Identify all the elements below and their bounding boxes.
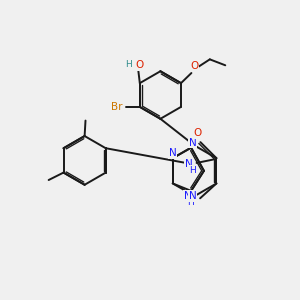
Text: N: N bbox=[189, 138, 196, 148]
Text: H: H bbox=[125, 60, 132, 69]
Text: O: O bbox=[135, 60, 143, 70]
Text: H: H bbox=[187, 198, 194, 207]
Text: N: N bbox=[189, 191, 196, 201]
Text: Br: Br bbox=[111, 102, 123, 112]
Text: N: N bbox=[169, 148, 177, 158]
Text: O: O bbox=[193, 128, 202, 138]
Text: N: N bbox=[184, 158, 192, 169]
Text: O: O bbox=[190, 61, 199, 71]
Text: N: N bbox=[184, 191, 192, 201]
Text: H: H bbox=[190, 166, 196, 175]
